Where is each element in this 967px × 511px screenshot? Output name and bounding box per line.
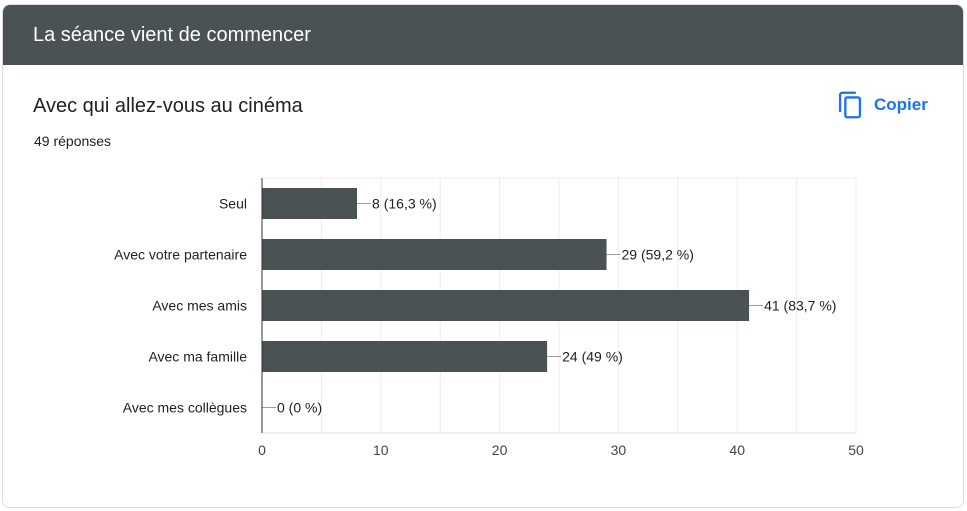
bar [262,188,358,219]
bar [262,290,750,321]
data-label: 29 (59,2 %) [622,247,694,263]
x-tick-label: 30 [611,442,627,458]
x-tick-label: 10 [373,442,389,458]
copy-icon [836,91,864,119]
copy-label: Copier [874,95,928,114]
header-title: La séance vient de commencer [33,24,311,46]
card-header: La séance vient de commencer [3,5,963,65]
category-label: Avec ma famille [148,349,247,365]
question-title: Avec qui allez-vous au cinéma [33,95,303,117]
x-tick-label: 40 [729,442,745,458]
question-card: La séance vient de commencer Avec qui al… [2,4,964,508]
copy-button[interactable]: Copier [832,88,932,122]
category-label: Avec votre partenaire [114,247,247,263]
data-label: 8 (16,3 %) [372,196,437,212]
data-label: 24 (49 %) [562,349,623,365]
x-tick-label: 20 [492,442,508,458]
response-count: 49 réponses [34,133,112,149]
category-label: Seul [219,196,247,212]
x-tick-label: 0 [258,442,266,458]
data-label: 41 (83,7 %) [764,298,836,314]
bar [262,239,607,270]
category-label: Avec mes collègues [123,400,247,416]
x-tick-label: 50 [848,442,864,458]
bar [262,341,548,372]
data-label: 0 (0 %) [277,400,322,416]
category-label: Avec mes amis [152,298,247,314]
